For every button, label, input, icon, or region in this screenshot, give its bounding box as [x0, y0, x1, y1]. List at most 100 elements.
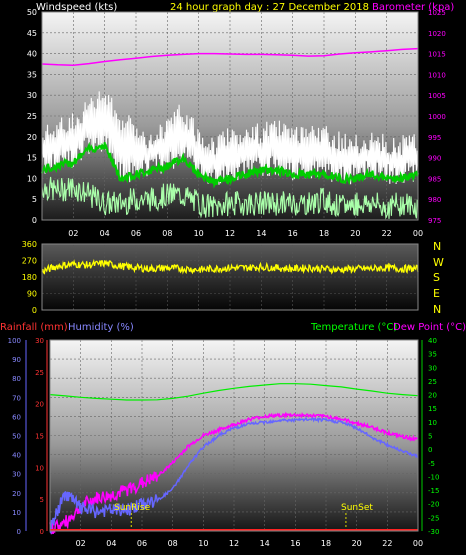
humidity-y-tick-label: 10	[12, 509, 21, 517]
wind-x-tick-label: 18	[319, 229, 329, 238]
wind-gust-series-line	[41, 91, 419, 185]
humidity-y-tick-label: 70	[12, 394, 21, 402]
humidity-y-tick-label: 90	[12, 356, 21, 364]
temperature-x-tick-label: 08	[168, 539, 178, 548]
compass-n-bottom: N	[433, 303, 441, 316]
temperature-x-tick-label: 22	[382, 539, 392, 548]
temperature-y-tick-label: 40	[428, 337, 437, 345]
temperature-panel-border	[49, 339, 419, 532]
wind-x-tick-label: 22	[382, 229, 392, 238]
sunset-label: SunSet	[341, 503, 373, 513]
rainfall-y-tick-label: 15	[35, 433, 44, 441]
humidity-y-tick-label: 30	[12, 471, 21, 479]
wind-x-tick-label: 20	[350, 229, 360, 238]
barometer-y-tick-label: 985	[428, 175, 441, 183]
temperature-y-tick-label: 20	[428, 392, 437, 400]
wind-x-tick-label: 08	[162, 229, 172, 238]
wind-panel-border	[41, 11, 419, 221]
temperature-x-tick-label: 00	[413, 539, 423, 548]
barometer-y-tick-label: 1025	[428, 9, 446, 17]
barometer-series-line	[41, 47, 419, 66]
compass-n-top: N	[433, 240, 441, 253]
temperature-y-tick-label: 35	[428, 351, 437, 359]
barometer-y-tick-label: 980	[428, 196, 441, 204]
wind-y-tick-label: 15	[27, 154, 37, 163]
temperature-y-tick-label: 15	[428, 405, 437, 413]
temperature-y-tick-label: 5	[428, 433, 432, 441]
direction-panel-axes: 0 90 180 270 360	[22, 240, 419, 315]
sunrise-label: SunRise	[114, 503, 151, 513]
rainfall-y-tick-label: 5	[40, 496, 44, 504]
compass-w: W	[433, 256, 444, 269]
temperature-series-line	[49, 383, 419, 401]
temperature-x-tick-label: 20	[352, 539, 362, 548]
wind-x-tick-label: 00	[413, 229, 423, 238]
wind-y-tick-label: 20	[27, 133, 37, 142]
wind-x-tick-label: 06	[131, 229, 141, 238]
temperature-y-tick-label: -5	[428, 460, 435, 468]
wind-x-tick-label: 12	[225, 229, 235, 238]
temperature-x-tick-label: 10	[198, 539, 208, 548]
wind-low-series-line	[41, 176, 419, 220]
direction-panel-border	[41, 243, 419, 311]
humidity-series-line	[49, 416, 419, 535]
wind-y-tick-label: 25	[27, 112, 37, 121]
wind-x-tick-label: 14	[256, 229, 266, 238]
temperature-x-tick-label: 04	[106, 539, 116, 548]
direction-y-tick-label: 90	[27, 290, 37, 299]
wind-y-tick-label: 50	[27, 8, 37, 17]
temperature-y-tick-label: -10	[428, 473, 439, 481]
direction-y-tick-label: 360	[22, 240, 37, 249]
direction-y-tick-label: 180	[22, 273, 37, 282]
wind-y-tick-label: 5	[32, 195, 37, 204]
wind-x-tick-label: 10	[194, 229, 204, 238]
humidity-y-tick-label: 50	[12, 433, 21, 441]
barometer-y-tick-label: 995	[428, 134, 441, 142]
direction-panel-series	[41, 258, 419, 275]
humidity-axis-label: Humidity (%)	[68, 322, 134, 333]
compass-s: S	[433, 271, 440, 284]
wind-y-tick-label: 10	[27, 174, 37, 183]
wind-axis-label: Windspeed (kts)	[36, 2, 117, 13]
wind-y-tick-label: 45	[27, 29, 37, 38]
temperature-y-tick-label: 30	[428, 364, 437, 372]
rainfall-y-tick-label: 30	[35, 337, 44, 345]
wind-y-tick-label: 30	[27, 91, 37, 100]
chart-title: 24 hour graph day : 27 December 2018	[170, 2, 369, 13]
temperature-x-tick-label: 14	[260, 539, 270, 548]
barometer-y-tick-label: 975	[428, 217, 441, 225]
dewpoint-axis-label: Dew Point (°C)	[393, 322, 466, 333]
temperature-axis-label: Temperature (°C)	[310, 322, 397, 333]
wind-x-tick-label: 02	[68, 229, 78, 238]
compass-labels: N W S E N	[433, 240, 444, 316]
temperature-x-tick-label: 18	[321, 539, 331, 548]
direction-series-line	[41, 258, 419, 275]
temperature-y-tick-label: -25	[428, 514, 439, 522]
temperature-y-tick-label: -20	[428, 501, 439, 509]
barometer-y-tick-label: 1015	[428, 51, 446, 59]
temperature-y-tick-label: 25	[428, 378, 437, 386]
dewpoint-series-line	[49, 411, 419, 535]
humidity-y-tick-label: 40	[12, 452, 21, 460]
temperature-x-tick-label: 02	[76, 539, 86, 548]
temperature-panel-series	[49, 383, 419, 535]
humidity-y-tick-label: 60	[12, 413, 21, 421]
temperature-x-tick-label: 12	[229, 539, 239, 548]
barometer-y-tick-label: 990	[428, 155, 441, 163]
direction-y-tick-label: 0	[32, 306, 37, 315]
wind-y-tick-label: 0	[32, 216, 37, 225]
wind-x-tick-label: 16	[288, 229, 298, 238]
barometer-y-tick-label: 1000	[428, 113, 446, 121]
temperature-y-tick-label: 0	[428, 446, 432, 454]
humidity-y-tick-label: 0	[17, 528, 21, 536]
temperature-y-tick-label: -30	[428, 528, 439, 536]
temperature-x-tick-label: 06	[137, 539, 147, 548]
barometer-y-tick-label: 1010	[428, 71, 446, 79]
rainfall-axis-label: Rainfall (mm)	[0, 322, 68, 333]
rainfall-y-tick-label: 10	[35, 464, 44, 472]
rainfall-y-tick-label: 25	[35, 369, 44, 377]
direction-y-tick-label: 270	[22, 257, 37, 266]
temperature-y-tick-label: 10	[428, 419, 437, 427]
wind-x-tick-label: 04	[100, 229, 110, 238]
